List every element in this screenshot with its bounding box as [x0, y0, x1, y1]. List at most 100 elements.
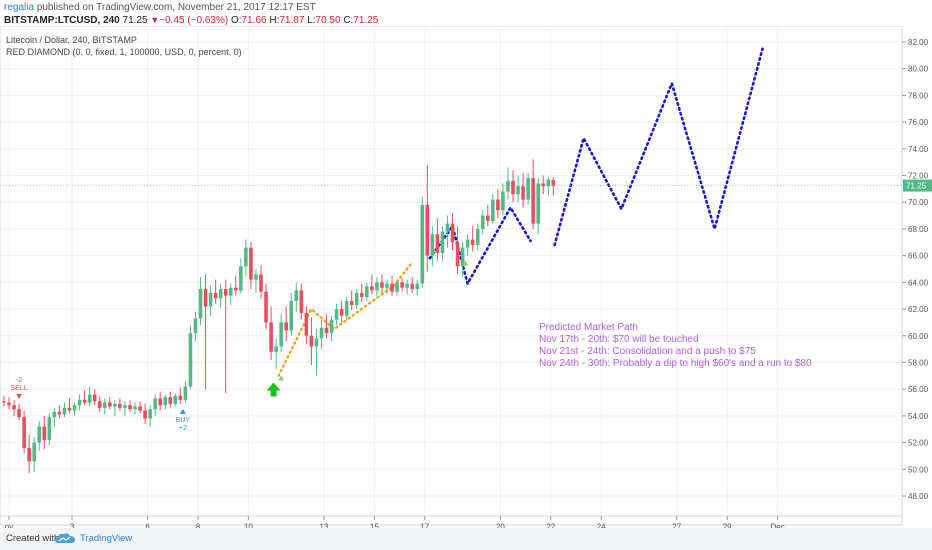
candle-body — [435, 234, 440, 253]
candle-body — [334, 309, 339, 320]
symbol-label: BITSTAMP:LTCUSD, 240 — [4, 15, 120, 26]
time-axis: ov 3 6 8 10 13 15 17 20 22 24 27 29 Dec — [0, 515, 902, 528]
candle-body — [289, 301, 294, 331]
candle-body — [17, 409, 21, 418]
candle-body — [32, 442, 36, 462]
candle-body — [430, 234, 435, 256]
candle-body — [551, 180, 556, 186]
candle-body — [163, 397, 168, 406]
sell-count-label: -2 — [16, 377, 22, 384]
candle-body — [113, 403, 117, 407]
candle-body — [354, 293, 359, 306]
username-link[interactable]: regalia — [4, 2, 35, 13]
buy-count-label: +2 — [179, 425, 187, 432]
candle-body — [67, 407, 72, 411]
candle-body — [223, 289, 228, 296]
tradingview-brand[interactable]: TradingView — [80, 533, 133, 544]
candle-body — [42, 426, 47, 440]
candle-body — [304, 313, 309, 336]
candle-body — [410, 283, 414, 290]
candle-body — [314, 338, 319, 347]
candle-body — [299, 290, 304, 314]
y-tick-label: 68.00 — [908, 225, 929, 234]
candles — [2, 159, 556, 474]
high-label: H: — [269, 15, 280, 26]
candle-body — [501, 191, 505, 211]
candle-body — [168, 397, 173, 404]
current-price-badge — [903, 179, 932, 192]
y-tick-label: 70.00 — [908, 198, 929, 207]
candle-body — [133, 406, 137, 410]
candle-body — [92, 394, 97, 402]
candle-body — [274, 346, 278, 352]
candle-body — [470, 239, 475, 245]
candle-body — [173, 395, 178, 404]
candle-body — [450, 223, 455, 243]
x-tick-label: 17 — [420, 523, 429, 528]
predicted-market-path — [553, 47, 764, 247]
price-axis: 48.00 50.00 52.00 54.00 56.00 58.00 60.00 62.00… — [0, 38, 932, 501]
open-value: 71.66 — [241, 15, 267, 26]
open-label: O: — [230, 15, 242, 26]
candle-body — [138, 406, 142, 411]
candle-body — [47, 417, 52, 440]
candle-body — [183, 386, 188, 400]
y-tick-label: 62.00 — [908, 305, 929, 314]
sell-arrow-icon — [16, 393, 23, 399]
candle-body — [228, 287, 233, 296]
candle-body — [526, 178, 530, 200]
x-tick-label: 6 — [145, 523, 150, 528]
candle-body — [97, 401, 102, 408]
x-tick-label: 22 — [546, 523, 555, 528]
candle-body — [511, 180, 515, 195]
prediction-annotation: Predicted Market Path Nov 17th - 20th: $… — [539, 322, 812, 369]
candle-body — [208, 293, 213, 307]
tradingview-cloud-icon — [55, 533, 75, 543]
candle-body — [12, 405, 16, 410]
candle-body — [188, 333, 193, 387]
candle-body — [349, 301, 354, 306]
publish-header: regalia published on TradingView.com, No… — [4, 2, 316, 14]
candle-body — [279, 322, 283, 347]
candle-body — [541, 183, 546, 187]
candle-body — [82, 399, 87, 403]
y-tick-label: 72.00 — [908, 172, 929, 181]
candle-body — [294, 290, 299, 302]
candle-body — [269, 322, 273, 352]
early-predicted-path — [428, 205, 532, 288]
candle-body — [445, 223, 450, 232]
candle-body — [531, 178, 535, 224]
published-text: published on TradingView.com, November 2… — [36, 2, 316, 13]
candle-body — [128, 405, 132, 410]
candle-body — [153, 398, 157, 410]
candle-body — [460, 247, 465, 267]
candle-body — [254, 274, 258, 280]
x-tick-label: 3 — [70, 523, 75, 528]
candle-body — [390, 283, 394, 292]
candle-body — [491, 199, 495, 221]
candle-body — [118, 403, 122, 408]
candle-body — [249, 247, 253, 280]
candle-body — [506, 180, 510, 192]
indicator-label: RED DIAMOND (0, 0, fixed, 1, 100000, USD… — [6, 47, 242, 57]
candle-body — [420, 204, 425, 284]
plot-frame — [0, 26, 903, 526]
x-tick-label: 13 — [320, 523, 329, 528]
candle-body — [239, 266, 243, 291]
candle-body — [375, 282, 379, 291]
candle-body — [259, 274, 263, 292]
y-tick-label: 52.00 — [908, 439, 929, 448]
candle-body — [102, 402, 107, 408]
down-triangle-icon: ▼ — [150, 15, 160, 25]
candle-body — [87, 394, 92, 403]
high-value: 71.87 — [279, 15, 305, 26]
candle-body — [158, 398, 162, 406]
x-tick-label: 24 — [597, 523, 606, 528]
candle-body — [72, 405, 77, 411]
y-tick-label: 74.00 — [908, 145, 929, 154]
candle-body — [193, 318, 198, 334]
candle-body — [360, 293, 364, 298]
candle-body — [309, 335, 314, 347]
